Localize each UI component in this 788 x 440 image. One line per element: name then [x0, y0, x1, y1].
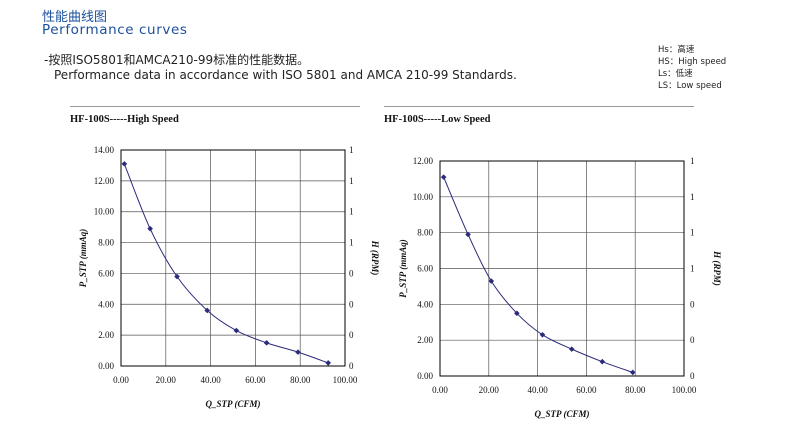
y2-axis-title: H (RPM) — [370, 240, 380, 276]
y2-tick-label: 0 — [690, 371, 695, 381]
y-tick-label: 2.00 — [98, 330, 114, 340]
data-point — [440, 174, 447, 180]
chart-title-low-speed: HF-100S-----Low Speed — [384, 114, 491, 125]
y-axis-title: P_STP (mmAq) — [78, 229, 88, 287]
y-tick-label: 4.00 — [98, 299, 114, 309]
description-cn: -按照ISO5801和AMCA210-99标准的性能数据。 — [44, 53, 310, 67]
y2-tick-label: 0 — [349, 330, 354, 340]
y-tick-label: 0.00 — [98, 361, 114, 371]
x-tick-label: 100.00 — [333, 375, 358, 385]
x-axis-title: Q_STP (CFM) — [535, 409, 590, 419]
x-tick-label: 20.00 — [479, 385, 500, 395]
divider-right — [384, 106, 694, 107]
y-tick-label: 0.00 — [417, 371, 433, 381]
chart-title-high-speed: HF-100S-----High Speed — [70, 114, 179, 125]
y2-axis-title: H (RPM) — [712, 250, 722, 286]
y2-tick-label: 0 — [349, 268, 354, 278]
y-tick-label: 6.00 — [98, 268, 114, 278]
y2-tick-label: 1 — [690, 192, 695, 202]
data-point — [629, 369, 636, 376]
chart-0: 0.00 20.00 40.00 60.00 80.00 100.00 0.00 2.00 4.… — [78, 145, 380, 409]
divider-left — [70, 106, 360, 107]
x-tick-label: 0.00 — [113, 375, 129, 385]
data-point — [174, 273, 180, 280]
y2-tick-label: 1 — [690, 264, 695, 274]
series-line — [443, 176, 633, 373]
x-tick-label: 0.00 — [432, 385, 448, 395]
data-point — [233, 327, 240, 334]
data-point — [121, 161, 128, 167]
data-point — [295, 349, 301, 355]
y2-tick-label: 0 — [690, 335, 695, 345]
x-tick-label: 100.00 — [672, 385, 697, 395]
data-point — [568, 346, 575, 352]
data-point — [465, 231, 471, 238]
data-point — [488, 278, 495, 284]
x-tick-label: 20.00 — [156, 375, 177, 385]
y-tick-label: 2.00 — [417, 335, 433, 345]
y-tick-label: 14.00 — [94, 145, 115, 155]
series-line — [123, 163, 329, 364]
data-point — [599, 358, 606, 365]
x-tick-label: 60.00 — [245, 375, 266, 385]
legend-item: Hs：高速 — [658, 45, 695, 55]
y2-tick-label: 0 — [349, 361, 354, 371]
y-tick-label: 12.00 — [413, 156, 434, 166]
section-title-en: Performance curves — [42, 22, 188, 38]
legend-item: LS：Low speed — [658, 81, 722, 91]
y2-tick-label: 1 — [690, 156, 695, 166]
x-tick-label: 80.00 — [290, 375, 311, 385]
y-tick-label: 10.00 — [413, 192, 434, 202]
y2-tick-label: 0 — [690, 299, 695, 309]
x-tick-label: 40.00 — [527, 385, 548, 395]
data-point — [263, 340, 270, 346]
legend-item: Ls：低速 — [658, 69, 693, 79]
x-tick-label: 80.00 — [625, 385, 646, 395]
y-tick-label: 8.00 — [98, 238, 114, 248]
speed-legend: Hs：高速 HS：High speed Ls：低速 LS：Low speed — [658, 44, 726, 92]
x-axis-title: Q_STP (CFM) — [206, 399, 261, 409]
data-point — [147, 225, 153, 232]
data-point — [325, 360, 331, 366]
data-point — [514, 310, 520, 317]
chart-1: 0.00 20.00 40.00 60.00 80.00 100.00 0.00 2.00 4.… — [398, 156, 722, 419]
y-tick-label: 8.00 — [417, 228, 433, 238]
description-en: Performance data in accordance with ISO … — [54, 68, 517, 82]
plot-frame — [439, 160, 685, 377]
data-point — [539, 331, 546, 338]
y-tick-label: 10.00 — [94, 207, 115, 217]
y2-tick-label: 1 — [349, 145, 354, 155]
plot-frame — [120, 149, 346, 367]
y2-tick-label: 1 — [349, 207, 354, 217]
legend-item: HS：High speed — [658, 57, 727, 67]
y2-tick-label: 1 — [349, 176, 354, 186]
data-point — [204, 307, 211, 314]
y-tick-label: 12.00 — [94, 176, 115, 186]
x-tick-label: 60.00 — [576, 385, 597, 395]
y2-tick-label: 0 — [349, 299, 354, 309]
y2-tick-label: 1 — [690, 228, 695, 238]
y2-tick-label: 1 — [349, 238, 354, 248]
y-tick-label: 6.00 — [417, 264, 433, 274]
y-tick-label: 4.00 — [417, 299, 433, 309]
x-tick-label: 40.00 — [200, 375, 221, 385]
section-title-cn: 性能曲线图 — [42, 10, 108, 25]
y-axis-title: P_STP (mmAq) — [398, 239, 408, 297]
